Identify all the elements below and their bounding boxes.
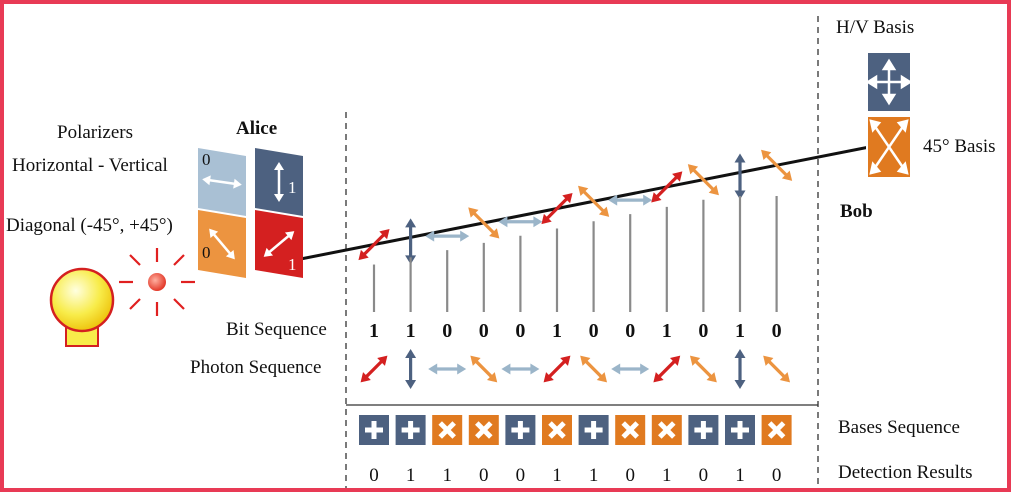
deg45-basis-label: 45° Basis: [923, 136, 996, 157]
bit-value: 0: [442, 320, 452, 342]
photon-beam: [264, 138, 906, 268]
beam-photon: [687, 164, 719, 196]
detection-value: 0: [699, 465, 709, 486]
plus-basis-icon: [578, 415, 609, 445]
photon-diag-up: [543, 355, 571, 383]
beam-photon: [358, 228, 390, 261]
photon-diag-up: [360, 355, 388, 383]
cross-basis-icon: [468, 415, 499, 445]
photon-horizontal: [428, 363, 467, 375]
detection-value: 0: [479, 465, 489, 486]
plus-basis-icon: [688, 415, 719, 445]
polarizer-value: 0: [202, 243, 211, 262]
hv-basis-label: H/V Basis: [836, 17, 915, 38]
bit-value: 0: [589, 320, 599, 342]
bit-bars: [372, 196, 778, 312]
photon-diag-down: [580, 355, 608, 383]
photon-source-icon: [119, 248, 195, 316]
hv-label: Horizontal - Vertical: [12, 155, 168, 176]
polarizer-diag-up: 1: [255, 210, 303, 278]
bit-value: 0: [772, 320, 782, 342]
beam-photon-row: [358, 149, 793, 265]
detection-value: 1: [552, 465, 562, 486]
bit-value: 0: [625, 320, 635, 342]
detection-results-row: 0 1 1 0 0 1 1 0 1 0 1 0: [369, 465, 781, 486]
bit-value: 1: [406, 320, 416, 342]
bob-45-detector: [866, 115, 912, 179]
bit-value: 0: [479, 320, 489, 342]
photon-sequence-row: [360, 349, 791, 389]
beam-photon: [608, 194, 653, 206]
beam-photon: [498, 216, 543, 228]
plus-basis-icon: [395, 415, 426, 445]
polarizer-diag-down: 0: [198, 210, 246, 278]
photon-horizontal: [611, 363, 650, 375]
beam-photon: [425, 230, 470, 242]
bases-sequence-label: Bases Sequence: [838, 417, 960, 438]
beam-photon: [651, 171, 683, 203]
alice-label: Alice: [236, 118, 278, 139]
photon-diag-down: [689, 355, 717, 383]
bit-value: 1: [662, 320, 672, 342]
bit-value: 0: [698, 320, 708, 342]
photon-horizontal: [501, 363, 540, 375]
detection-value: 0: [625, 465, 635, 486]
photon-vertical: [734, 349, 746, 389]
detection-value: 1: [589, 465, 599, 486]
detection-value: 1: [406, 465, 416, 486]
cross-basis-icon: [542, 415, 572, 445]
bob-hv-detector: [865, 51, 913, 113]
detection-value: 1: [442, 465, 452, 486]
bit-sequence-row: 1 1 0 0 0 1 0 0 1 0 1 0: [369, 320, 782, 342]
beam-photon: [468, 207, 500, 239]
photon-sequence-label: Photon Sequence: [190, 357, 322, 378]
detection-value: 1: [735, 465, 745, 486]
beam-photon: [734, 153, 746, 200]
polarizer-value: 1: [288, 178, 297, 197]
plus-basis-icon: [725, 415, 755, 445]
beam-photon: [761, 149, 793, 181]
photon-vertical: [405, 349, 417, 389]
light-bulb-icon: [49, 267, 115, 347]
polarizer-horizontal: 0: [198, 148, 246, 216]
bit-sequence-label: Bit Sequence: [226, 319, 327, 340]
polarizer-value: 1: [288, 255, 297, 274]
photon-diag-down: [470, 355, 498, 383]
bob-label: Bob: [840, 201, 873, 222]
diagonal-label: Diagonal (-45°, +45°): [6, 215, 173, 236]
bit-value: 1: [735, 320, 745, 342]
plus-basis-icon: [359, 415, 389, 445]
cross-basis-icon: [432, 415, 463, 445]
beam-photon: [541, 192, 573, 225]
beam-photon: [578, 185, 610, 217]
detection-results-label: Detection Results: [838, 462, 973, 483]
detection-value: 1: [662, 465, 672, 486]
bases-sequence-row: [359, 415, 792, 445]
polarizer-vertical: 1: [255, 148, 303, 216]
detection-value: 0: [772, 465, 782, 486]
plus-basis-icon: [505, 415, 536, 445]
detection-value: 0: [516, 465, 526, 486]
photon-diag-down: [763, 355, 791, 383]
cross-basis-icon: [651, 415, 682, 445]
bit-value: 1: [369, 320, 379, 342]
detection-value: 0: [369, 465, 379, 486]
bit-value: 1: [552, 320, 562, 342]
bit-value: 0: [515, 320, 525, 342]
cross-basis-icon: [615, 415, 646, 445]
polarizer-value: 0: [202, 150, 211, 169]
alice-polarizers: 0 1 0 1: [198, 148, 303, 278]
cross-basis-icon: [761, 415, 792, 445]
photon-diag-up: [653, 355, 681, 383]
polarizers-label: Polarizers: [57, 122, 133, 143]
